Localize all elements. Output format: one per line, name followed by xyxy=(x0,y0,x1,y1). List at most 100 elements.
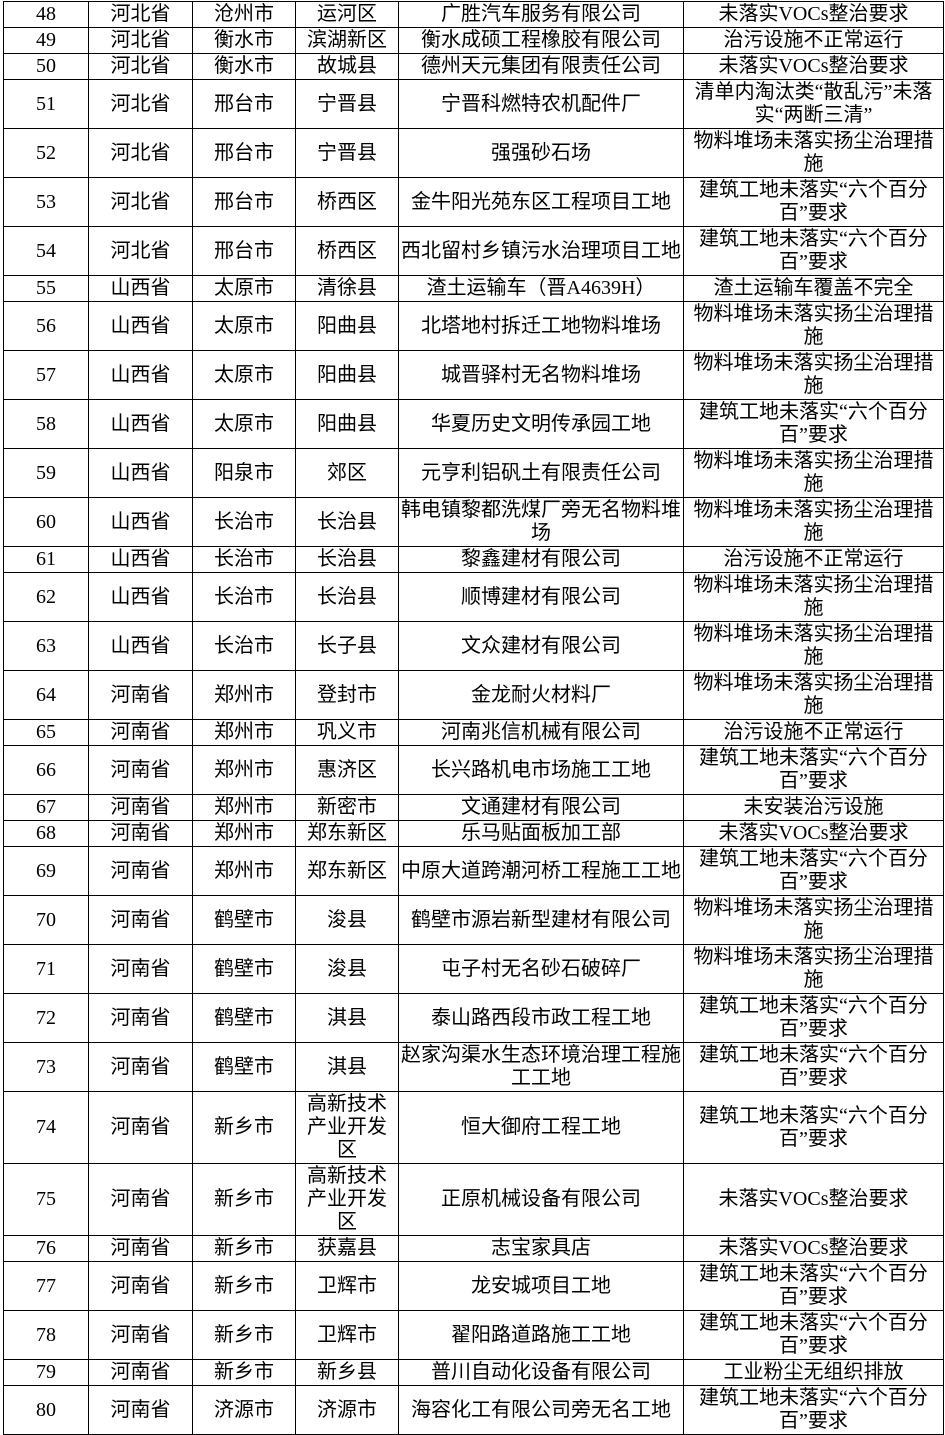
cell-district: 高新技术产业开发区 xyxy=(295,1163,399,1236)
cell-site-name: 金牛阳光苑东区工程项目工地 xyxy=(398,177,684,227)
cell-sequence-number: 73 xyxy=(3,1042,89,1092)
cell-province: 山西省 xyxy=(88,275,193,302)
cell-sequence-number: 55 xyxy=(3,275,89,302)
cell-district: 淇县 xyxy=(295,993,399,1043)
cell-province: 山西省 xyxy=(88,301,193,351)
cell-sequence-number: 53 xyxy=(3,177,89,227)
cell-province: 河北省 xyxy=(88,128,193,178)
table-row: 51 河北省 邢台市 宁晋县 宁晋科燃特农机配件厂 清单内淘汰类“散乱污”未落实… xyxy=(3,79,944,129)
cell-city: 郑州市 xyxy=(192,846,296,896)
cell-city: 新乡市 xyxy=(192,1091,296,1164)
cell-district: 桥西区 xyxy=(295,177,399,227)
cell-site-name: 强强砂石场 xyxy=(398,128,684,178)
cell-district: 获嘉县 xyxy=(295,1235,399,1262)
cell-sequence-number: 66 xyxy=(3,745,89,795)
cell-site-name: 城晋驿村无名物料堆场 xyxy=(398,350,684,400)
cell-city: 济源市 xyxy=(192,1385,296,1435)
cell-city: 长治市 xyxy=(192,572,296,622)
cell-province: 河南省 xyxy=(88,719,193,746)
cell-sequence-number: 77 xyxy=(3,1261,89,1311)
cell-city: 郑州市 xyxy=(192,820,296,847)
cell-site-name: 宁晋科燃特农机配件厂 xyxy=(398,79,684,129)
cell-violation: 清单内淘汰类“散乱污”未落实“两断三清” xyxy=(683,79,944,129)
cell-violation: 治污设施不正常运行 xyxy=(683,719,944,746)
cell-sequence-number: 78 xyxy=(3,1310,89,1360)
table-row: 74 河南省 新乡市 高新技术产业开发区 恒大御府工程工地 建筑工地未落实“六个… xyxy=(3,1091,944,1164)
cell-province: 河南省 xyxy=(88,794,193,821)
cell-city: 新乡市 xyxy=(192,1261,296,1311)
table-row: 66 河南省 郑州市 惠济区 长兴路机电市场施工工地 建筑工地未落实“六个百分百… xyxy=(3,745,944,795)
table-row: 80 河南省 济源市 济源市 海容化工有限公司旁无名工地 建筑工地未落实“六个百… xyxy=(3,1385,944,1435)
cell-violation: 物料堆场未落实扬尘治理措施 xyxy=(683,895,944,945)
cell-city: 太原市 xyxy=(192,399,296,449)
cell-city: 衡水市 xyxy=(192,27,296,54)
cell-province: 河南省 xyxy=(88,993,193,1043)
cell-sequence-number: 48 xyxy=(3,1,89,28)
cell-province: 河南省 xyxy=(88,1385,193,1435)
cell-site-name: 华夏历史文明传承园工地 xyxy=(398,399,684,449)
cell-violation: 工业粉尘无组织排放 xyxy=(683,1359,944,1386)
cell-site-name: 乐马贴面板加工部 xyxy=(398,820,684,847)
cell-province: 河南省 xyxy=(88,1310,193,1360)
table-row: 77 河南省 新乡市 卫辉市 龙安城项目工地 建筑工地未落实“六个百分百”要求 xyxy=(3,1261,944,1311)
cell-site-name: 恒大御府工程工地 xyxy=(398,1091,684,1164)
cell-district: 阳曲县 xyxy=(295,350,399,400)
cell-sequence-number: 67 xyxy=(3,794,89,821)
cell-sequence-number: 71 xyxy=(3,944,89,994)
cell-sequence-number: 70 xyxy=(3,895,89,945)
cell-sequence-number: 52 xyxy=(3,128,89,178)
cell-sequence-number: 57 xyxy=(3,350,89,400)
cell-district: 运河区 xyxy=(295,1,399,28)
cell-province: 河南省 xyxy=(88,1359,193,1386)
cell-district: 宁晋县 xyxy=(295,128,399,178)
cell-district: 卫辉市 xyxy=(295,1310,399,1360)
cell-site-name: 元亨利铝矾土有限责任公司 xyxy=(398,448,684,498)
cell-sequence-number: 79 xyxy=(3,1359,89,1386)
cell-violation: 未落实VOCs整治要求 xyxy=(683,1163,944,1236)
cell-violation: 建筑工地未落实“六个百分百”要求 xyxy=(683,1261,944,1311)
table-row: 57 山西省 太原市 阳曲县 城晋驿村无名物料堆场 物料堆场未落实扬尘治理措施 xyxy=(3,350,944,400)
cell-violation: 建筑工地未落实“六个百分百”要求 xyxy=(683,1385,944,1435)
cell-district: 高新技术产业开发区 xyxy=(295,1091,399,1164)
cell-province: 河北省 xyxy=(88,1,193,28)
table-row: 64 河南省 郑州市 登封市 金龙耐火材料厂 物料堆场未落实扬尘治理措施 xyxy=(3,670,944,720)
cell-district: 郊区 xyxy=(295,448,399,498)
cell-violation: 物料堆场未落实扬尘治理措施 xyxy=(683,448,944,498)
cell-violation: 物料堆场未落实扬尘治理措施 xyxy=(683,301,944,351)
cell-sequence-number: 59 xyxy=(3,448,89,498)
cell-district: 宁晋县 xyxy=(295,79,399,129)
cell-district: 阳曲县 xyxy=(295,301,399,351)
cell-site-name: 泰山路西段市政工程工地 xyxy=(398,993,684,1043)
cell-province: 河南省 xyxy=(88,1235,193,1262)
cell-violation: 未落实VOCs整治要求 xyxy=(683,1,944,28)
table-row: 55 山西省 太原市 清徐县 渣土运输车（晋A4639H） 渣土运输车覆盖不完全 xyxy=(3,275,944,302)
cell-city: 郑州市 xyxy=(192,745,296,795)
cell-sequence-number: 51 xyxy=(3,79,89,129)
cell-sequence-number: 80 xyxy=(3,1385,89,1435)
cell-sequence-number: 65 xyxy=(3,719,89,746)
cell-province: 河北省 xyxy=(88,53,193,80)
table-row: 70 河南省 鹤壁市 浚县 鹤壁市源岩新型建材有限公司 物料堆场未落实扬尘治理措… xyxy=(3,895,944,945)
cell-site-name: 龙安城项目工地 xyxy=(398,1261,684,1311)
table-row: 49 河北省 衡水市 滨湖新区 衡水成硕工程橡胶有限公司 治污设施不正常运行 xyxy=(3,27,944,54)
cell-site-name: 衡水成硕工程橡胶有限公司 xyxy=(398,27,684,54)
cell-province: 山西省 xyxy=(88,546,193,573)
cell-site-name: 赵家沟渠水生态环境治理工程施工工地 xyxy=(398,1042,684,1092)
table-row: 60 山西省 长治市 长治县 韩电镇黎都洗煤厂旁无名物料堆场 物料堆场未落实扬尘… xyxy=(3,497,944,547)
cell-district: 长治县 xyxy=(295,497,399,547)
cell-violation: 建筑工地未落实“六个百分百”要求 xyxy=(683,226,944,276)
cell-site-name: 正原机械设备有限公司 xyxy=(398,1163,684,1236)
cell-sequence-number: 54 xyxy=(3,226,89,276)
cell-site-name: 普川自动化设备有限公司 xyxy=(398,1359,684,1386)
cell-violation: 建筑工地未落实“六个百分百”要求 xyxy=(683,1310,944,1360)
cell-sequence-number: 58 xyxy=(3,399,89,449)
cell-violation: 建筑工地未落实“六个百分百”要求 xyxy=(683,177,944,227)
cell-city: 邢台市 xyxy=(192,128,296,178)
cell-site-name: 金龙耐火材料厂 xyxy=(398,670,684,720)
cell-district: 故城县 xyxy=(295,53,399,80)
cell-city: 郑州市 xyxy=(192,794,296,821)
cell-city: 新乡市 xyxy=(192,1359,296,1386)
cell-violation: 物料堆场未落实扬尘治理措施 xyxy=(683,621,944,671)
cell-city: 郑州市 xyxy=(192,719,296,746)
cell-district: 登封市 xyxy=(295,670,399,720)
